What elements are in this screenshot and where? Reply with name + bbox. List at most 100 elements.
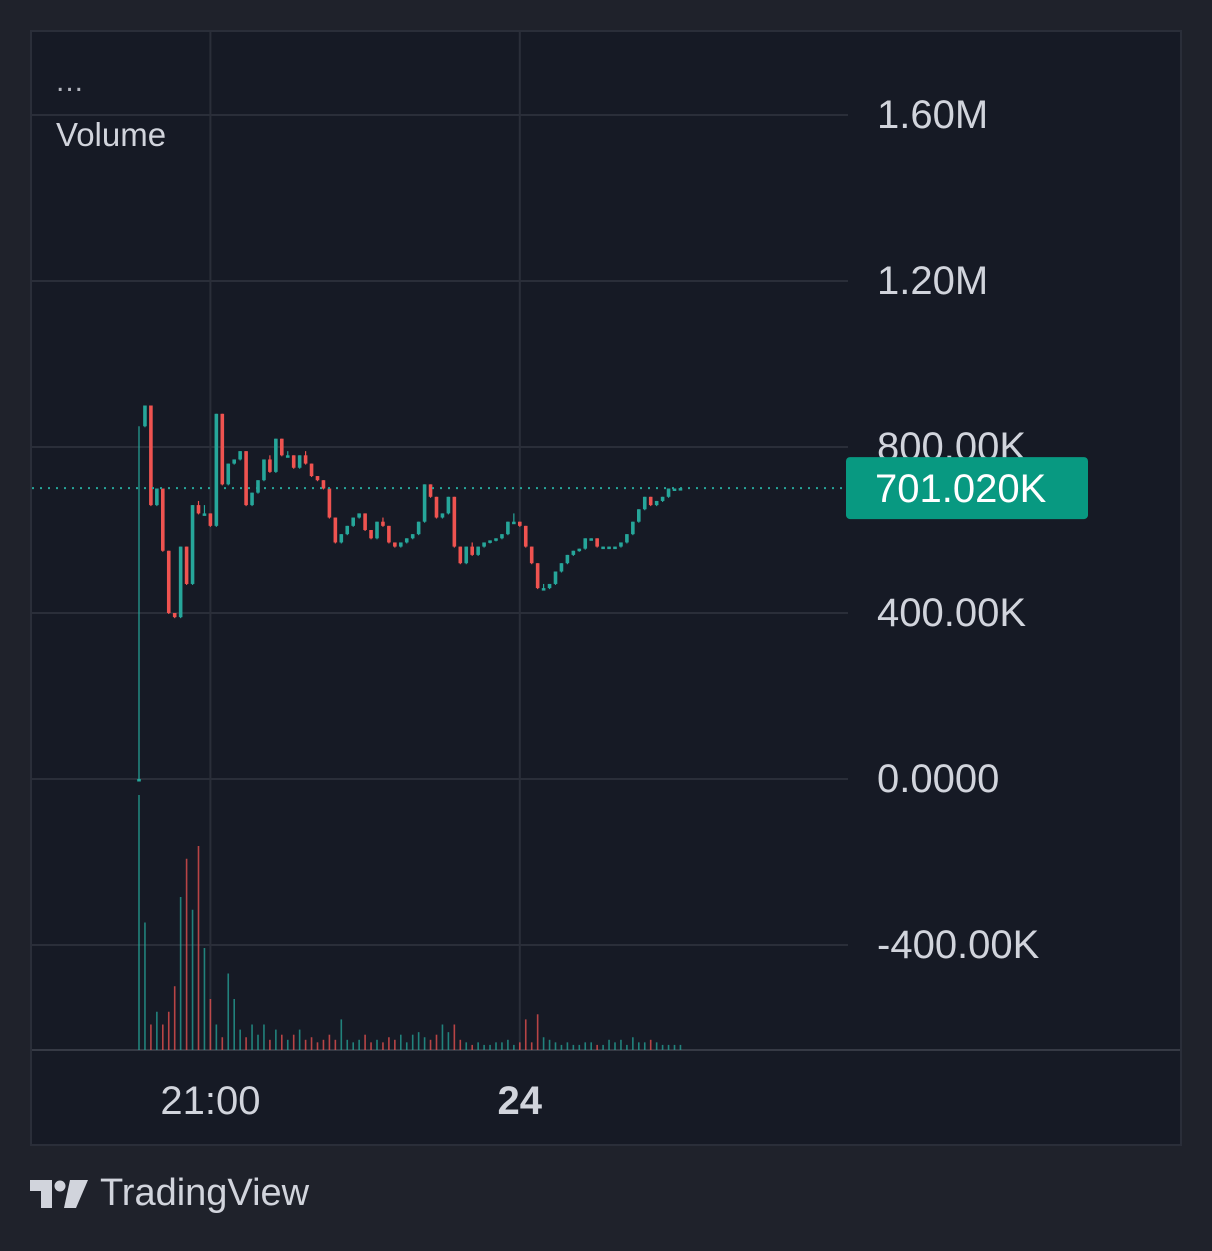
volume-bar bbox=[524, 1019, 527, 1050]
candle-body bbox=[446, 496, 451, 514]
volume-bar bbox=[423, 1037, 426, 1050]
tradingview-logo-icon bbox=[30, 1179, 88, 1208]
volume-bar bbox=[275, 1029, 277, 1050]
volume-bar bbox=[620, 1039, 622, 1050]
price-axis-tick-label: 400.00K bbox=[877, 591, 1026, 635]
volume-bar bbox=[221, 1037, 224, 1050]
candle-body bbox=[351, 517, 355, 526]
volume-bar bbox=[322, 1039, 325, 1050]
candle-body bbox=[161, 488, 165, 551]
candle-body bbox=[404, 538, 409, 543]
candle-body bbox=[535, 563, 540, 589]
volume-bar bbox=[203, 948, 206, 1050]
candle-body bbox=[482, 542, 486, 547]
candle-body bbox=[363, 513, 367, 530]
legend-menu-button[interactable]: ... bbox=[56, 65, 85, 98]
candle-body bbox=[577, 548, 582, 552]
candle-body bbox=[238, 451, 242, 460]
price-axis[interactable]: 1.60M1.20M800.00K400.00K0.0000-400.00K70… bbox=[846, 93, 1088, 967]
candle-body bbox=[458, 546, 463, 564]
volume-bar bbox=[554, 1042, 557, 1050]
candle-body bbox=[434, 496, 439, 518]
candle-body bbox=[506, 521, 510, 535]
volume-bar bbox=[388, 1037, 390, 1050]
candle-body bbox=[541, 588, 546, 591]
candle-body bbox=[672, 488, 677, 491]
candle-body bbox=[155, 488, 159, 506]
volume-bar bbox=[507, 1039, 509, 1050]
volume-bar bbox=[453, 1024, 456, 1050]
time-axis[interactable]: 21:00 24 bbox=[160, 1079, 542, 1123]
candle-body bbox=[262, 459, 266, 481]
time-axis-tick-label: 21:00 bbox=[160, 1079, 260, 1123]
volume-bar bbox=[661, 1044, 664, 1050]
candle-body bbox=[488, 540, 492, 543]
candle-body bbox=[470, 546, 474, 555]
volume-bar bbox=[477, 1042, 479, 1050]
candle-body bbox=[440, 513, 445, 518]
candle-body bbox=[631, 521, 635, 535]
candle-body bbox=[529, 546, 534, 564]
volume-bar bbox=[310, 1037, 313, 1050]
candle-body bbox=[553, 571, 558, 584]
volume-bar bbox=[340, 1019, 343, 1050]
price-axis-tick-label: 1.60M bbox=[877, 93, 988, 137]
volume-bar bbox=[245, 1037, 247, 1050]
volume-bar bbox=[405, 1042, 408, 1050]
candle-body bbox=[166, 550, 171, 613]
candle-body bbox=[226, 463, 231, 485]
volume-bar bbox=[483, 1044, 485, 1050]
candle-body bbox=[244, 451, 248, 506]
volume-bar bbox=[578, 1044, 581, 1050]
volume-bar bbox=[590, 1042, 592, 1050]
candle-body bbox=[654, 500, 659, 506]
chart-canvas[interactable]: 1.60M1.20M800.00K400.00K0.0000-400.00K70… bbox=[32, 32, 1180, 1144]
volume-bar bbox=[632, 1037, 634, 1050]
candle-body bbox=[595, 538, 599, 547]
candle-body bbox=[512, 521, 516, 525]
candle-body bbox=[518, 521, 522, 526]
candle-body bbox=[547, 583, 552, 589]
candle-body bbox=[583, 538, 588, 549]
volume-bar bbox=[144, 922, 146, 1050]
candle-body bbox=[619, 542, 623, 547]
volume-bar bbox=[251, 1024, 253, 1050]
candle-body bbox=[208, 513, 213, 526]
volume-bar bbox=[596, 1044, 598, 1050]
candle-body bbox=[387, 525, 391, 543]
candle-body bbox=[666, 488, 671, 497]
candle-body bbox=[369, 530, 373, 539]
volume-bar bbox=[667, 1044, 670, 1050]
volume-bar bbox=[548, 1039, 551, 1050]
volume-indicator-label[interactable]: Volume bbox=[56, 116, 167, 153]
candle-body bbox=[184, 546, 189, 584]
candle-body bbox=[410, 534, 415, 539]
candle-body bbox=[196, 505, 201, 514]
chart-frame[interactable]: 1.60M 1.20M 800.00K 400.00K 0.0000 -400.00K 70… bbox=[30, 30, 1182, 1146]
volume-bar bbox=[608, 1039, 610, 1050]
volume-bar bbox=[394, 1039, 396, 1050]
candle-body bbox=[648, 496, 653, 506]
volume-bar bbox=[638, 1042, 640, 1050]
volume-bar bbox=[328, 1034, 331, 1050]
candle-body bbox=[523, 525, 528, 547]
volume-bar bbox=[536, 1014, 539, 1050]
volume-bar bbox=[584, 1042, 587, 1050]
candle-layer bbox=[137, 405, 683, 782]
candle-body bbox=[214, 413, 219, 526]
volume-bar bbox=[542, 1037, 545, 1050]
volume-bar bbox=[626, 1044, 628, 1050]
volume-bar bbox=[417, 1032, 420, 1050]
volume-bar bbox=[489, 1044, 491, 1050]
tradingview-brand[interactable]: TradingView bbox=[30, 1172, 309, 1215]
volume-bar bbox=[530, 1042, 533, 1050]
candle-body bbox=[291, 455, 296, 468]
volume-bar bbox=[209, 999, 212, 1050]
volume-bar bbox=[465, 1042, 468, 1050]
volume-bar bbox=[162, 1024, 164, 1050]
candle-body bbox=[464, 546, 469, 564]
volume-bar bbox=[173, 986, 176, 1050]
candle-body bbox=[285, 455, 290, 458]
candle-body bbox=[565, 554, 570, 564]
candle-body bbox=[428, 484, 433, 497]
